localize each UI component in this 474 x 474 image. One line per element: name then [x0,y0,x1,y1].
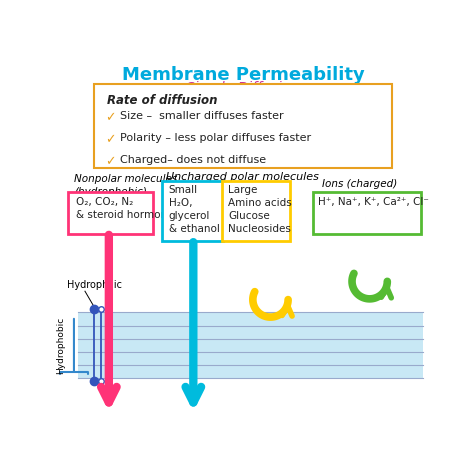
Text: Charged– does not diffuse: Charged– does not diffuse [120,155,266,164]
Text: Uncharged polar molecules: Uncharged polar molecules [166,172,319,182]
Text: ✓: ✓ [105,111,116,124]
Text: Membrane Permeability: Membrane Permeability [121,66,365,84]
Text: Size –  smaller diffuses faster: Size – smaller diffuses faster [120,111,283,121]
Text: Polarity – less polar diffuses faster: Polarity – less polar diffuses faster [120,133,311,143]
FancyBboxPatch shape [162,181,223,241]
Text: Ions (charged): Ions (charged) [322,179,397,189]
FancyBboxPatch shape [222,181,290,241]
Text: H⁺, Na⁺, K⁺, Ca²⁺, Cl⁻: H⁺, Na⁺, K⁺, Ca²⁺, Cl⁻ [318,197,429,208]
Text: O₂, CO₂, N₂
& steroid hormones: O₂, CO₂, N₂ & steroid hormones [76,197,179,220]
Text: Hydrophobic: Hydrophobic [56,317,65,374]
Text: Hydrophilic: Hydrophilic [66,281,122,291]
Text: Small
H₂O,
glycerol
& ethanol: Small H₂O, glycerol & ethanol [169,185,219,234]
FancyBboxPatch shape [94,84,392,168]
Text: Large
Amino acids
Glucose
Nucleosides: Large Amino acids Glucose Nucleosides [228,185,292,234]
FancyBboxPatch shape [78,312,423,378]
Text: Nonpolar molecules
(hydrophobic): Nonpolar molecules (hydrophobic) [74,173,177,197]
Text: Simple Diffusion: Simple Diffusion [186,81,300,95]
Text: Rate of diffusion: Rate of diffusion [107,94,218,107]
Text: ✓: ✓ [105,133,116,146]
FancyBboxPatch shape [313,192,421,234]
FancyBboxPatch shape [68,192,153,234]
Text: ✓: ✓ [105,155,116,168]
